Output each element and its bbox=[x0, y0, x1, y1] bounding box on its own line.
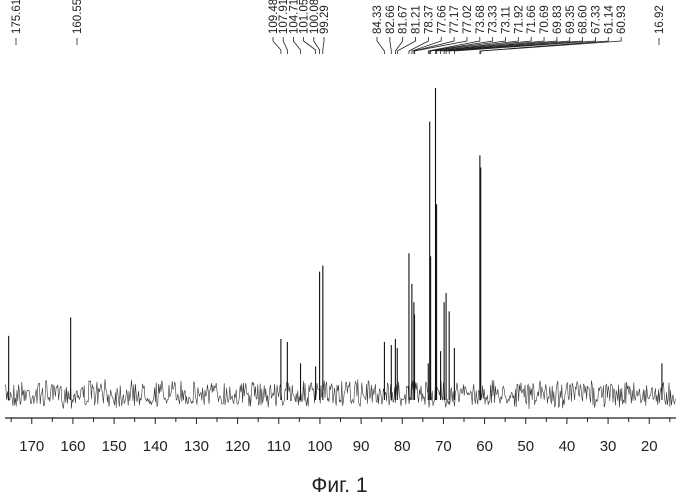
peak-label: 60.93 bbox=[616, 5, 628, 34]
x-tick-label: 100 bbox=[307, 438, 332, 455]
peak-label-leader bbox=[323, 37, 324, 54]
peak-label: 73.11 bbox=[501, 6, 513, 34]
x-tick-label: 140 bbox=[143, 438, 168, 455]
peak-label-leader bbox=[314, 37, 320, 54]
peak-label: 69.83 bbox=[552, 5, 564, 34]
peak-label: 61.14 bbox=[603, 5, 615, 34]
peak-label: 71.92 bbox=[513, 5, 525, 34]
peak-label: 78.37 bbox=[423, 5, 435, 34]
peak-label: 160.55 bbox=[72, 0, 84, 34]
peak-label-leader bbox=[397, 37, 415, 54]
peak-label: 84.33 bbox=[372, 5, 384, 34]
x-tick-label: 80 bbox=[394, 438, 411, 455]
x-tick-label: 60 bbox=[476, 438, 493, 455]
peak-label: 67.33 bbox=[590, 5, 602, 34]
peak-label: 77.17 bbox=[449, 5, 461, 34]
peak-label: 71.66 bbox=[526, 5, 538, 34]
peak-label-leader bbox=[390, 37, 391, 54]
peak-label-leader bbox=[283, 37, 287, 54]
peak-label-leader bbox=[395, 37, 402, 54]
x-tick-label: 30 bbox=[600, 438, 617, 455]
x-tick-label: 170 bbox=[19, 438, 44, 455]
x-tick-label: 70 bbox=[435, 438, 452, 455]
x-tick-label: 110 bbox=[267, 438, 291, 455]
peak-label: 73.33 bbox=[488, 5, 500, 34]
peak-label: 77.02 bbox=[462, 5, 474, 34]
figure-caption: Фиг. 1 bbox=[0, 474, 679, 498]
peak-label: 99.29 bbox=[319, 5, 331, 34]
peak-label: 81.21 bbox=[411, 5, 423, 34]
x-tick-label: 150 bbox=[102, 438, 127, 455]
peak-labels-layer: 175.61160.55109.48107.91104.71101.05100.… bbox=[11, 0, 666, 54]
peak-label: 69.35 bbox=[565, 5, 577, 34]
x-axis-ticks: 170 160 150 140 130 120 110 100 90 80 70 60 50 40 30 20 bbox=[11, 418, 670, 455]
x-tick-label: 90 bbox=[353, 438, 370, 455]
peak-label-leader bbox=[293, 37, 300, 54]
peak-label: 81.67 bbox=[398, 5, 410, 34]
x-tick-label: 20 bbox=[641, 438, 658, 455]
peak-label: 16.92 bbox=[654, 5, 666, 34]
x-tick-label: 40 bbox=[559, 438, 576, 455]
peaks-layer bbox=[9, 88, 662, 400]
peak-label-leader bbox=[377, 37, 384, 54]
peak-label: 82.66 bbox=[385, 5, 397, 34]
peak-label: 68.60 bbox=[578, 5, 590, 34]
x-tick-label: 120 bbox=[225, 438, 250, 455]
x-tick-label: 160 bbox=[60, 438, 85, 455]
x-tick-label: 130 bbox=[184, 438, 209, 455]
baseline-noise-band bbox=[5, 379, 675, 409]
peak-label: 73.68 bbox=[475, 5, 487, 34]
x-tick-label: 50 bbox=[517, 438, 534, 455]
baseline-noise bbox=[5, 379, 675, 409]
peak-label: 70.69 bbox=[539, 5, 551, 34]
peak-label: 175.61 bbox=[11, 0, 23, 34]
peak-label-leader bbox=[273, 37, 281, 54]
peak-label: 77.66 bbox=[436, 5, 448, 34]
